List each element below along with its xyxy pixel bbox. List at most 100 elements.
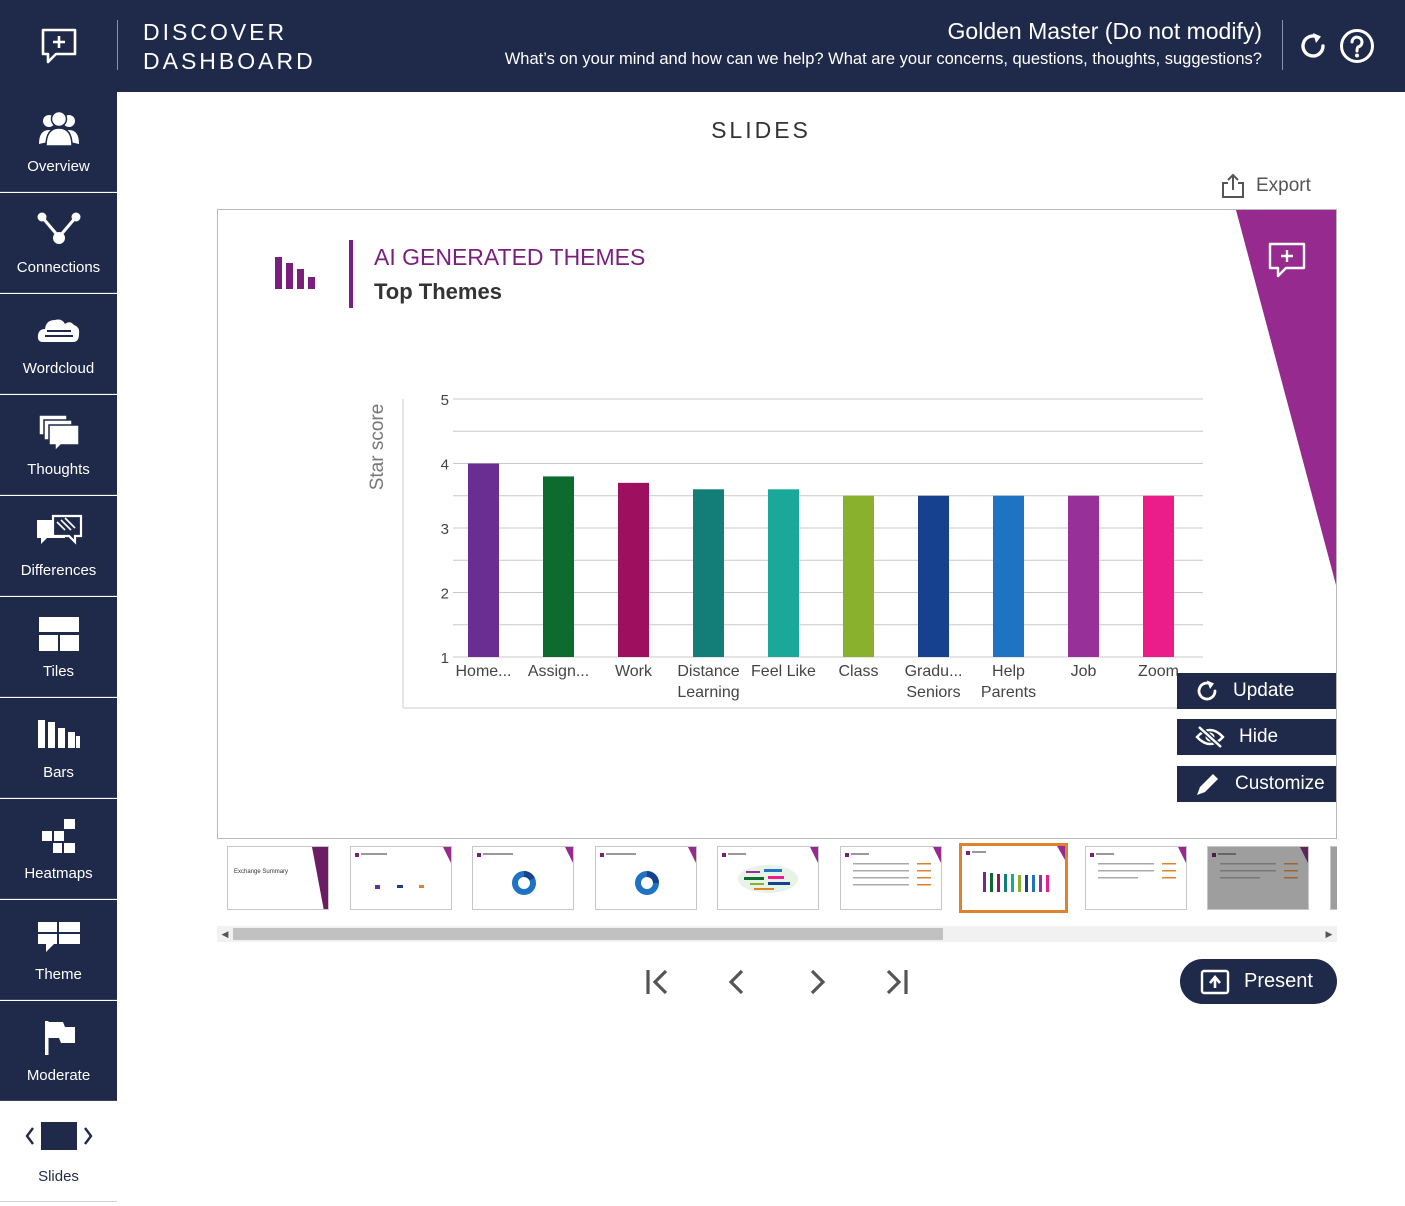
chart-x-tick-label: Learning bbox=[677, 684, 739, 701]
sidebar-item-slides[interactable]: Slides bbox=[0, 1102, 117, 1202]
refresh-button[interactable] bbox=[1293, 26, 1333, 66]
bars-icon bbox=[275, 257, 315, 289]
chart-x-tick-label: Gradu... bbox=[905, 663, 963, 680]
scroll-right-arrow[interactable]: ▶ bbox=[1325, 928, 1333, 939]
slide-thumbnail-selected[interactable] bbox=[959, 843, 1068, 913]
slide-thumbnail[interactable] bbox=[350, 846, 452, 910]
slide-thumbnail[interactable] bbox=[595, 846, 697, 910]
chart-svg: 1 2 3 4 5 Star score Home... Assign... Work Dista… bbox=[367, 392, 1203, 709]
chart-x-tick-label: Help bbox=[992, 663, 1025, 680]
sidebar-item-label: Overview bbox=[27, 158, 90, 175]
tiles-icon bbox=[0, 615, 117, 653]
slide-preview: AI GENERATED THEMES Top Themes 1 2 3 4 5 Star… bbox=[217, 209, 1337, 839]
slide-thumbnail[interactable] bbox=[1207, 846, 1309, 910]
chart-bar bbox=[543, 476, 574, 657]
chevron-right-icon bbox=[810, 969, 826, 995]
chart-x-tick-label: Seniors bbox=[906, 684, 960, 701]
slide-thumbnail[interactable] bbox=[840, 846, 942, 910]
sidebar-item-label: Heatmaps bbox=[24, 865, 93, 882]
chart-x-tick-label: Home... bbox=[455, 663, 511, 680]
chart-bar bbox=[843, 495, 874, 657]
slide-thumbnail[interactable]: Exchange Summary bbox=[227, 846, 329, 910]
chart-x-tick-label: Job bbox=[1071, 663, 1097, 680]
people-icon bbox=[0, 110, 117, 148]
chart-x-tick-label: Work bbox=[615, 663, 653, 680]
slide-thumbnail[interactable] bbox=[472, 846, 574, 910]
last-slide-button[interactable] bbox=[877, 962, 917, 1002]
session-info: Golden Master (Do not modify) What’s on … bbox=[505, 16, 1262, 72]
hide-label: Hide bbox=[1239, 726, 1279, 747]
sidebar-item-label: Thoughts bbox=[27, 461, 90, 478]
present-label: Present bbox=[1244, 970, 1313, 992]
hide-button[interactable]: Hide bbox=[1177, 719, 1336, 755]
flag-icon bbox=[0, 1019, 117, 1057]
chart-y-tick-label: 4 bbox=[441, 457, 449, 474]
scroll-left-arrow[interactable]: ◀ bbox=[221, 928, 229, 939]
export-button[interactable]: Export bbox=[1220, 173, 1311, 199]
thumbnail-caption: Exchange Summary bbox=[234, 869, 289, 875]
present-icon bbox=[1200, 969, 1230, 994]
thumbnail-scrollbar[interactable]: ◀ ▶ bbox=[217, 926, 1337, 942]
connections-icon bbox=[0, 211, 117, 247]
sidebar-item-theme[interactable]: Theme bbox=[0, 900, 117, 1000]
previous-slide-button[interactable] bbox=[717, 962, 757, 1002]
chart-x-tick-label: Parents bbox=[981, 684, 1036, 701]
thoughts-icon bbox=[0, 413, 117, 453]
refresh-icon bbox=[1301, 33, 1325, 58]
sidebar-item-label: Bars bbox=[43, 764, 74, 781]
slide-thumbnail[interactable] bbox=[717, 846, 819, 910]
export-icon bbox=[1222, 173, 1244, 198]
help-button[interactable] bbox=[1337, 26, 1377, 66]
slide-thumbnail-strip: Exchange Summary bbox=[217, 840, 1337, 924]
app-title-line2: DASHBOARD bbox=[143, 48, 316, 74]
sidebar-item-differences[interactable]: Differences bbox=[0, 496, 117, 596]
page-title: SLIDES bbox=[711, 117, 811, 143]
chart-y-tick-label: 1 bbox=[441, 650, 449, 667]
next-slide-button[interactable] bbox=[797, 962, 837, 1002]
sidebar-item-label: Slides bbox=[38, 1168, 79, 1185]
slide-eyebrow: AI GENERATED THEMES bbox=[374, 244, 646, 270]
chart-bar bbox=[468, 463, 499, 657]
chart-bar bbox=[993, 495, 1024, 657]
sidebar-item-overview[interactable]: Overview bbox=[0, 92, 117, 192]
heatmap-icon bbox=[0, 817, 117, 855]
present-button[interactable]: Present bbox=[1180, 959, 1337, 1004]
sidebar-item-thoughts[interactable]: Thoughts bbox=[0, 395, 117, 495]
sidebar-item-bars[interactable]: Bars bbox=[0, 698, 117, 798]
chart-x-tick-label: Class bbox=[838, 663, 878, 680]
chart-bar bbox=[693, 489, 724, 657]
scrollbar-thumb[interactable] bbox=[233, 928, 943, 940]
slide-thumbnail[interactable] bbox=[1330, 846, 1337, 910]
sidebar-item-moderate[interactable]: Moderate bbox=[0, 1001, 117, 1101]
sidebar-item-connections[interactable]: Connections bbox=[0, 193, 117, 293]
session-name: Golden Master (Do not modify) bbox=[947, 18, 1262, 44]
chart-y-tick-label: 3 bbox=[441, 521, 449, 538]
pencil-icon bbox=[1197, 774, 1218, 795]
eye-slash-icon bbox=[1195, 725, 1225, 749]
sidebar-item-label: Connections bbox=[16, 259, 101, 276]
chart-bar bbox=[918, 495, 949, 657]
slide-corner-accent bbox=[1236, 210, 1336, 585]
chat-plus-icon bbox=[41, 28, 76, 64]
theme-icon bbox=[0, 918, 117, 956]
slide-thumbnail[interactable] bbox=[1085, 846, 1187, 910]
chart-y-tick-label: 2 bbox=[441, 586, 449, 603]
sidebar-item-label: Tiles bbox=[42, 663, 75, 680]
app-logo[interactable] bbox=[0, 0, 117, 92]
last-page-icon bbox=[886, 969, 908, 995]
update-button[interactable]: Update bbox=[1177, 673, 1336, 709]
sidebar-item-tiles[interactable]: Tiles bbox=[0, 597, 117, 697]
chart-bar bbox=[1068, 495, 1099, 657]
update-label: Update bbox=[1233, 680, 1295, 701]
chart-y-axis-label: Star score bbox=[367, 404, 388, 491]
chart-bar bbox=[618, 482, 649, 657]
sidebar-item-label: Wordcloud bbox=[22, 360, 95, 377]
chart-x-tick-label: Assign... bbox=[528, 663, 589, 680]
customize-button[interactable]: Customize bbox=[1177, 766, 1336, 802]
chart-x-tick-label: Distance bbox=[677, 663, 739, 680]
differences-icon bbox=[0, 514, 117, 550]
sidebar-item-heatmaps[interactable]: Heatmaps bbox=[0, 799, 117, 899]
first-slide-button[interactable] bbox=[637, 962, 677, 1002]
session-question: What’s on your mind and how can we help?… bbox=[504, 50, 1262, 68]
sidebar-item-wordcloud[interactable]: Wordcloud bbox=[0, 294, 117, 394]
